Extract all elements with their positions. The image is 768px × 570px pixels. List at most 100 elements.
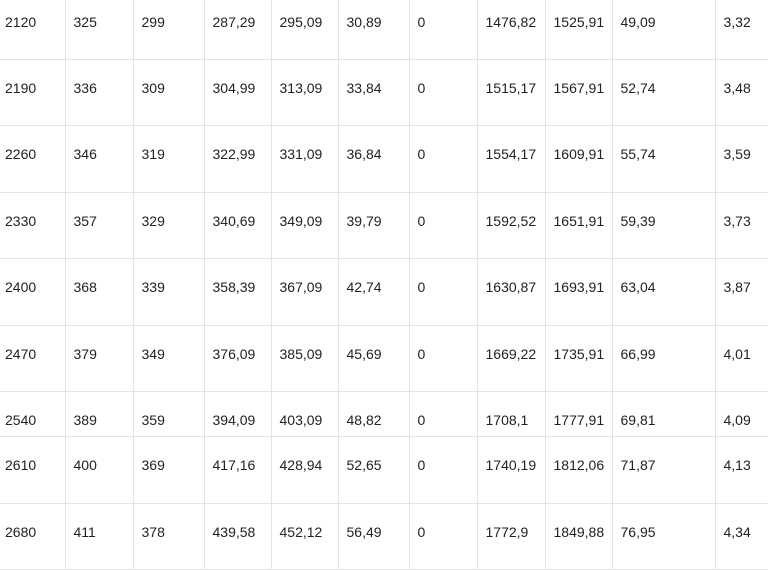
- table-cell: 76,95: [612, 503, 716, 570]
- table-cell: 439,58: [204, 503, 272, 570]
- table-cell: 3,59: [715, 125, 768, 193]
- table-cell: 4,09: [715, 391, 768, 437]
- table-cell: 33,84: [338, 59, 410, 126]
- table-cell: 368: [65, 258, 134, 326]
- table-cell: 379: [65, 325, 134, 392]
- table-cell: 1708,1: [477, 391, 546, 437]
- table-row: 2330 357 329 340,69 349,09 39,79 0 1592,52 1651,…: [0, 192, 768, 259]
- table-cell: 385,09: [271, 325, 339, 392]
- table-cell: 42,74: [338, 258, 410, 326]
- table-row: 2610 400 369 417,16 428,94 52,65 0 1740,19 1812,…: [0, 436, 768, 504]
- table-cell: 1525,91: [545, 0, 613, 60]
- table-cell: 69,81: [612, 391, 716, 437]
- table-cell: 313,09: [271, 59, 339, 126]
- table-cell: 417,16: [204, 436, 272, 504]
- table-cell: 346: [65, 125, 134, 193]
- table-cell: 39,79: [338, 192, 410, 259]
- table-cell: 369: [133, 436, 205, 504]
- table-cell: 3,32: [715, 0, 768, 60]
- table-cell: 309: [133, 59, 205, 126]
- table-cell: 1812,06: [545, 436, 613, 504]
- table-cell: 63,04: [612, 258, 716, 326]
- table-cell: 389: [65, 391, 134, 437]
- table-cell: 359: [133, 391, 205, 437]
- table-cell: 36,84: [338, 125, 410, 193]
- table-row: 2260 346 319 322,99 331,09 36,84 0 1554,17 1609,…: [0, 125, 768, 193]
- table-cell: 319: [133, 125, 205, 193]
- table-cell: 0: [409, 59, 478, 126]
- table-cell: 0: [409, 0, 478, 60]
- table-cell: 357: [65, 192, 134, 259]
- table-cell: 52,65: [338, 436, 410, 504]
- table-cell: 322,99: [204, 125, 272, 193]
- table-cell: 2400: [0, 258, 66, 326]
- table-cell: 0: [409, 125, 478, 193]
- table-cell: 55,74: [612, 125, 716, 193]
- table-cell: 295,09: [271, 0, 339, 60]
- table-cell: 1554,17: [477, 125, 546, 193]
- table-cell: 56,49: [338, 503, 410, 570]
- table-cell: 329: [133, 192, 205, 259]
- table-cell: 367,09: [271, 258, 339, 326]
- table-cell: 49,09: [612, 0, 716, 60]
- table-cell: 0: [409, 325, 478, 392]
- table-cell: 3,87: [715, 258, 768, 326]
- table-cell: 4,01: [715, 325, 768, 392]
- table-cell: 403,09: [271, 391, 339, 437]
- table-cell: 30,89: [338, 0, 410, 60]
- table-cell: 452,12: [271, 503, 339, 570]
- table-cell: 2120: [0, 0, 66, 60]
- table-cell: 2190: [0, 59, 66, 126]
- table-cell: 1777,91: [545, 391, 613, 437]
- table-cell: 2610: [0, 436, 66, 504]
- table-cell: 1772,9: [477, 503, 546, 570]
- table-cell: 2330: [0, 192, 66, 259]
- table-cell: 304,99: [204, 59, 272, 126]
- table-cell: 1651,91: [545, 192, 613, 259]
- table-cell: 0: [409, 192, 478, 259]
- table-cell: 325: [65, 0, 134, 60]
- table-row: 2540 389 359 394,09 403,09 48,82 0 1708,1 1777,9…: [0, 391, 768, 437]
- table-row: 2680 411 378 439,58 452,12 56,49 0 1772,9 1849,8…: [0, 503, 768, 570]
- table-cell: 1476,82: [477, 0, 546, 60]
- table-cell: 349,09: [271, 192, 339, 259]
- table-cell: 3,73: [715, 192, 768, 259]
- table-cell: 2470: [0, 325, 66, 392]
- table-cell: 394,09: [204, 391, 272, 437]
- table-cell: 0: [409, 503, 478, 570]
- table-cell: 400: [65, 436, 134, 504]
- table-cell: 1740,19: [477, 436, 546, 504]
- table-cell: 0: [409, 391, 478, 437]
- table-cell: 1693,91: [545, 258, 613, 326]
- table-row: 2190 336 309 304,99 313,09 33,84 0 1515,17 1567,…: [0, 59, 768, 126]
- table-cell: 1592,52: [477, 192, 546, 259]
- table-cell: 3,48: [715, 59, 768, 126]
- table-cell: 287,29: [204, 0, 272, 60]
- table-cell: 340,69: [204, 192, 272, 259]
- table-cell: 411: [65, 503, 134, 570]
- table-cell: 1515,17: [477, 59, 546, 126]
- table-row: 2400 368 339 358,39 367,09 42,74 0 1630,87 1693,…: [0, 258, 768, 326]
- table-cell: 4,13: [715, 436, 768, 504]
- table-cell: 1609,91: [545, 125, 613, 193]
- table-cell: 1669,22: [477, 325, 546, 392]
- table-cell: 4,34: [715, 503, 768, 570]
- table-cell: 1630,87: [477, 258, 546, 326]
- table-cell: 2260: [0, 125, 66, 193]
- table-cell: 0: [409, 436, 478, 504]
- table-cell: 45,69: [338, 325, 410, 392]
- table-cell: 59,39: [612, 192, 716, 259]
- table-cell: 428,94: [271, 436, 339, 504]
- table-cell: 52,74: [612, 59, 716, 126]
- table-cell: 1849,88: [545, 503, 613, 570]
- table-cell: 339: [133, 258, 205, 326]
- table-cell: 336: [65, 59, 134, 126]
- table-cell: 331,09: [271, 125, 339, 193]
- table-cell: 2540: [0, 391, 66, 437]
- table-cell: 2680: [0, 503, 66, 570]
- table-cell: 0: [409, 258, 478, 326]
- table-cell: 376,09: [204, 325, 272, 392]
- table-row: 2470 379 349 376,09 385,09 45,69 0 1669,22 1735,…: [0, 325, 768, 392]
